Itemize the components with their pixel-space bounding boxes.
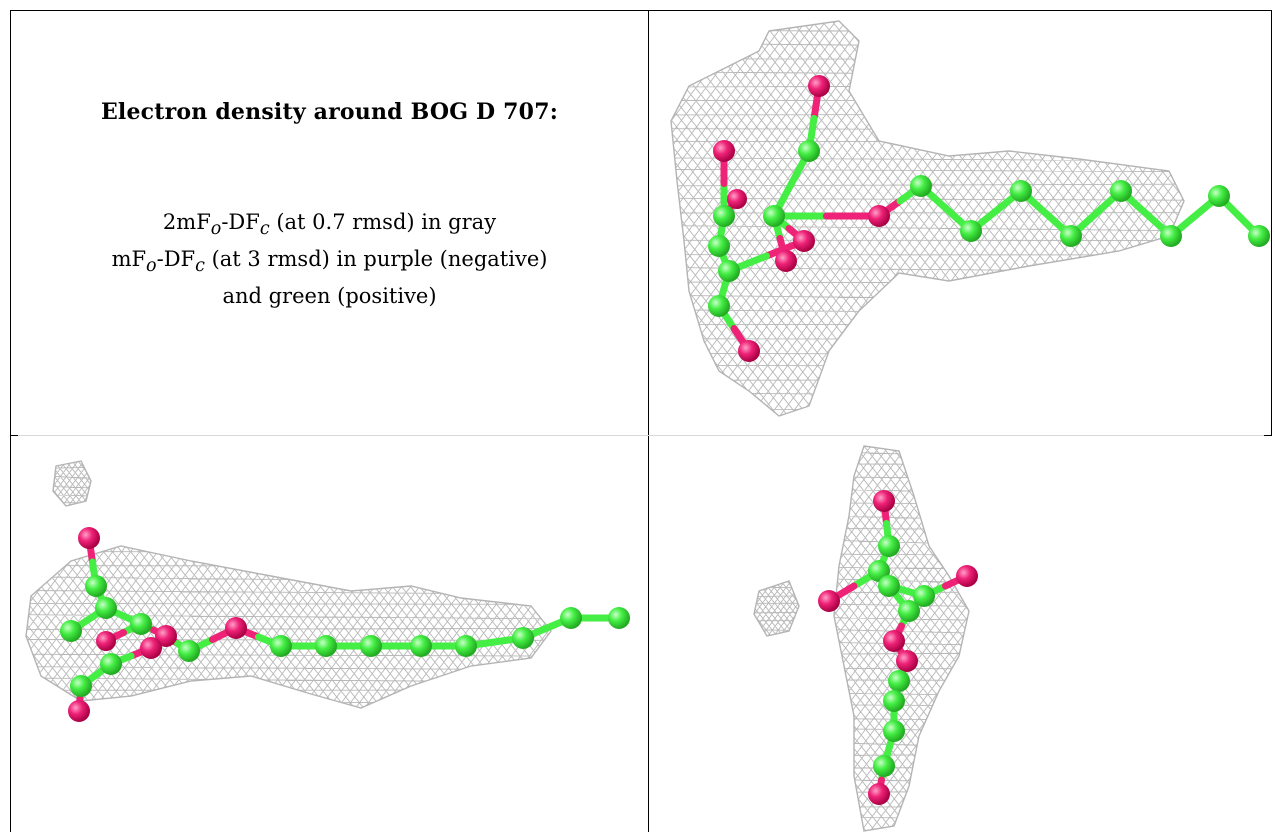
legend-line-2fo-fc: 2mFo-DFc (at 0.7 rmsd) in gray: [162, 210, 497, 240]
carbon-atom: [1060, 225, 1082, 247]
carbon-atom: [60, 620, 82, 642]
carbon-atom: [708, 295, 730, 317]
top-right-edge: [1271, 10, 1272, 435]
carbon-atom: [130, 613, 152, 635]
mesh-br-frag: [754, 581, 799, 636]
carbon-atom: [178, 640, 200, 662]
oxygen-atom: [883, 630, 905, 652]
oxygen-atom: [793, 230, 815, 252]
carbon-atom: [883, 690, 905, 712]
carbon-atom: [512, 627, 534, 649]
carbon-atom: [913, 585, 935, 607]
carbon-atom: [1208, 185, 1230, 207]
view-bottom-left: [11, 436, 648, 832]
view-bottom-right: [649, 436, 1272, 832]
legend-caption: 2mFo-DFc (at 0.7 rmsd) in gray mFo-DFc (…: [11, 207, 648, 311]
carbon-atom: [763, 205, 785, 227]
density-mesh-view-2: [25, 460, 630, 722]
legend-line-positive: and green (positive): [222, 284, 437, 309]
carbon-atom: [1160, 225, 1182, 247]
carbon-atom: [85, 575, 107, 597]
carbon-atom: [878, 575, 900, 597]
carbon-atom: [883, 720, 905, 742]
mesh-bl-frag: [53, 461, 91, 506]
carbon-atom: [960, 220, 982, 242]
legend-panel: Electron density around BOG D 707: 2mFo-…: [11, 11, 648, 435]
carbon-atom: [270, 635, 292, 657]
carbon-atom: [560, 607, 582, 629]
density-mesh-view-3: [753, 445, 978, 832]
oxygen-atom: [727, 189, 747, 209]
oxygen-atom: [140, 637, 162, 659]
oxygen-atom: [956, 565, 978, 587]
mesh-outline: [25, 545, 552, 709]
oxygen-atom: [896, 650, 918, 672]
carbon-atom: [608, 607, 630, 629]
carbon-atom: [95, 597, 117, 619]
left-border: [10, 10, 11, 832]
oxygen-atom: [868, 205, 890, 227]
carbon-atom: [910, 175, 932, 197]
carbon-atom: [1248, 225, 1270, 247]
carbon-atom: [708, 235, 730, 257]
oxygen-atom: [78, 527, 100, 549]
carbon-atom: [410, 635, 432, 657]
mesh-outline: [833, 445, 970, 832]
view-top-right: [649, 11, 1271, 435]
mesh-outline: [753, 580, 800, 637]
carbon-atom: [360, 635, 382, 657]
oxygen-atom: [96, 631, 116, 651]
legend-line-fo-fc: mFo-DFc (at 3 rmsd) in purple (negative): [111, 247, 548, 277]
row-divider-right: [1264, 435, 1272, 436]
oxygen-atom: [873, 490, 895, 512]
oxygen-atom: [225, 617, 247, 639]
carbon-atom: [873, 755, 895, 777]
mesh-br: [834, 446, 969, 831]
oxygen-atom: [68, 700, 90, 722]
top-border: [10, 10, 1272, 11]
carbon-atom: [315, 635, 337, 657]
oxygen-atom: [818, 590, 840, 612]
column-divider: [648, 10, 649, 832]
carbon-atom: [1110, 180, 1132, 202]
carbon-atom: [718, 260, 740, 282]
oxygen-atom: [868, 783, 890, 805]
figure-frame: Electron density around BOG D 707: 2mFo-…: [10, 10, 1272, 832]
carbon-atom: [1010, 180, 1032, 202]
mesh-outline: [670, 20, 1185, 417]
row-divider-faint: [18, 435, 1264, 436]
density-mesh-view-1: [670, 20, 1270, 417]
carbon-atom: [878, 535, 900, 557]
carbon-atom: [70, 675, 92, 697]
panel-title: Electron density around BOG D 707:: [100, 99, 559, 125]
carbon-atom: [100, 653, 122, 675]
oxygen-atom: [155, 625, 177, 647]
carbon-atom: [888, 670, 910, 692]
carbon-atom: [798, 140, 820, 162]
oxygen-atom: [808, 75, 830, 97]
carbon-atom: [898, 600, 920, 622]
row-divider-left: [10, 435, 18, 436]
oxygen-atom: [738, 340, 760, 362]
mesh-outline: [52, 460, 92, 507]
oxygen-atom: [713, 140, 735, 162]
carbon-atom: [455, 635, 477, 657]
carbon-atom: [713, 205, 735, 227]
oxygen-atom: [775, 250, 797, 272]
